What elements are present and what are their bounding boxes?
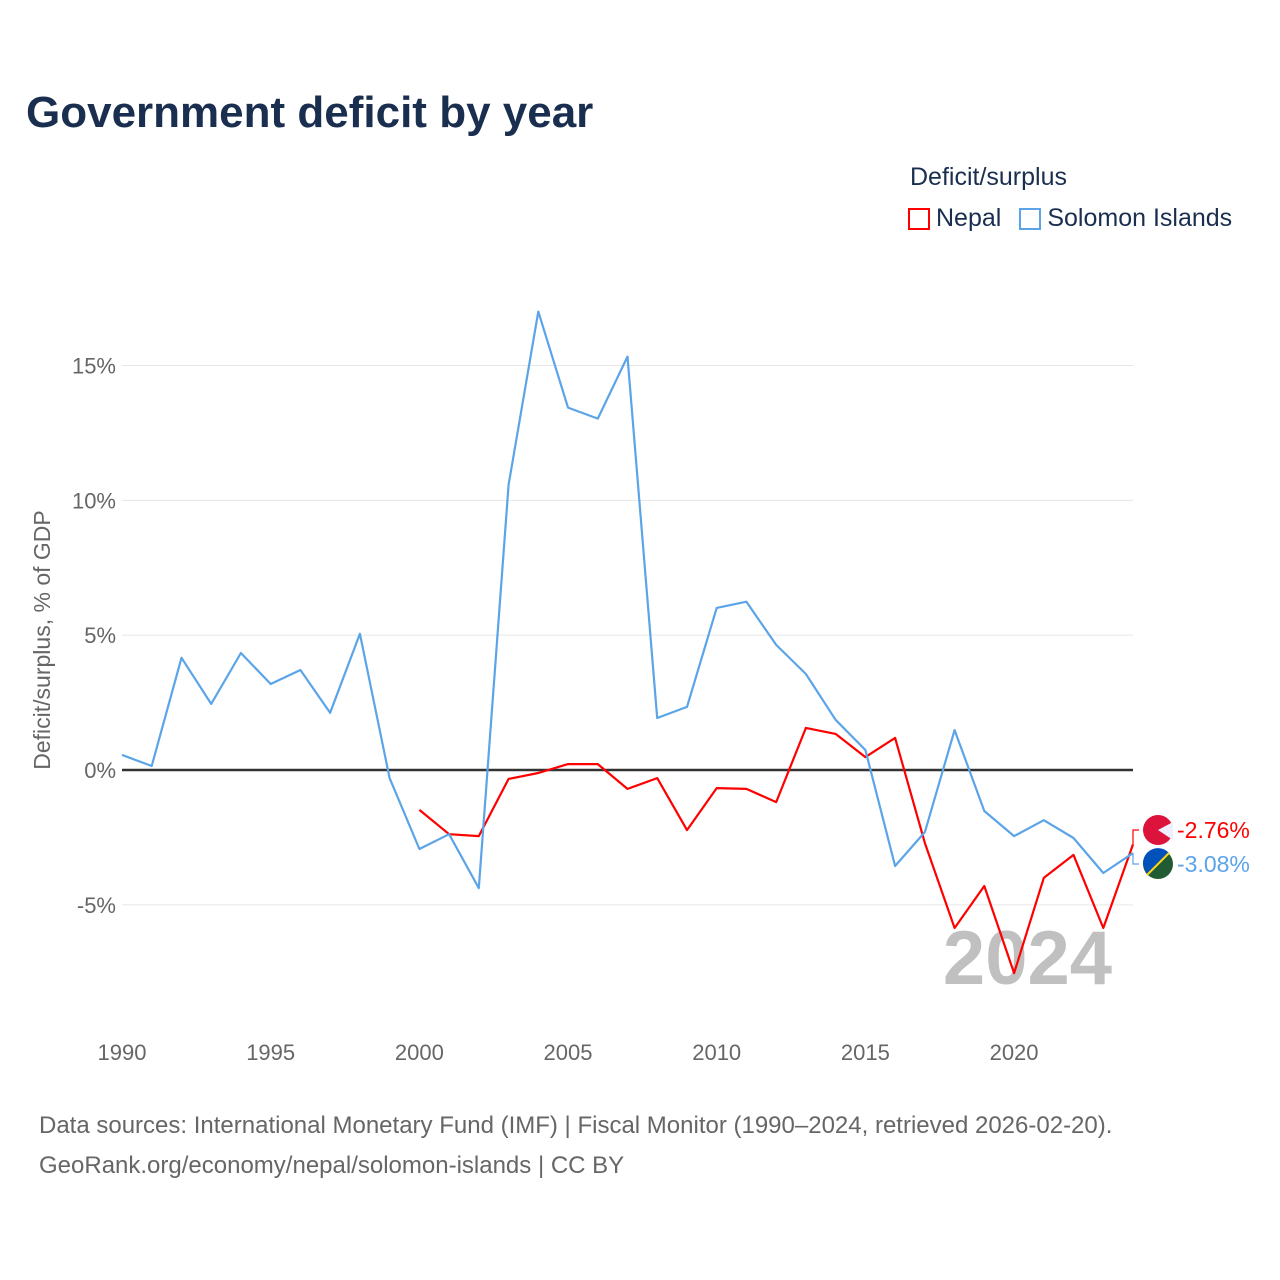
x-tick-label: 1995	[246, 1040, 295, 1065]
y-tick-label: 15%	[72, 354, 116, 379]
end-value-label: -2.76%	[1177, 817, 1250, 843]
flag-stripe	[1146, 852, 1170, 876]
end-label-connector	[1132, 829, 1139, 845]
y-tick-label: 10%	[72, 488, 116, 513]
source-note: Data sources: International Monetary Fun…	[39, 1106, 1112, 1186]
y-axis-label: Deficit/surplus, % of GDP	[29, 510, 55, 769]
flag-detail	[1158, 822, 1173, 840]
y-tick-label: 5%	[84, 623, 116, 648]
flag-detail	[1142, 848, 1169, 875]
y-tick-label: -5%	[77, 893, 116, 918]
legend-label-nepal: Nepal	[936, 204, 1002, 232]
source-line-1: Data sources: International Monetary Fun…	[39, 1112, 1113, 1139]
legend-swatch-solomon-islands	[1019, 207, 1042, 230]
x-tick-label: 2020	[990, 1040, 1039, 1065]
legend-swatch-nepal	[908, 207, 930, 230]
legend-item-solomon-islands[interactable]: Solomon Islands	[1019, 204, 1232, 233]
end-value-label: -3.08%	[1177, 851, 1250, 877]
end-label-connector	[1132, 853, 1139, 865]
x-tick-label: 2010	[692, 1040, 741, 1065]
chart-title: Government deficit by year	[26, 88, 594, 137]
x-tick-label: 2005	[544, 1040, 593, 1065]
source-line-2[interactable]: GeoRank.org/economy/nepal/solomon-island…	[39, 1152, 625, 1179]
x-tick-label: 2015	[841, 1040, 890, 1065]
series-line-solomon-islands	[121, 310, 1134, 890]
series-line-nepal	[418, 726, 1135, 975]
legend-label-solomon-islands: Solomon Islands	[1047, 204, 1233, 232]
legend-item-nepal[interactable]: Nepal	[908, 204, 1001, 233]
x-tick-label: 2000	[395, 1040, 444, 1065]
legend: Nepal Solomon Islands	[908, 204, 1232, 233]
x-tick-label: 1990	[98, 1040, 147, 1065]
legend-title: Deficit/surplus	[910, 163, 1067, 191]
y-tick-label: 0%	[84, 758, 116, 783]
